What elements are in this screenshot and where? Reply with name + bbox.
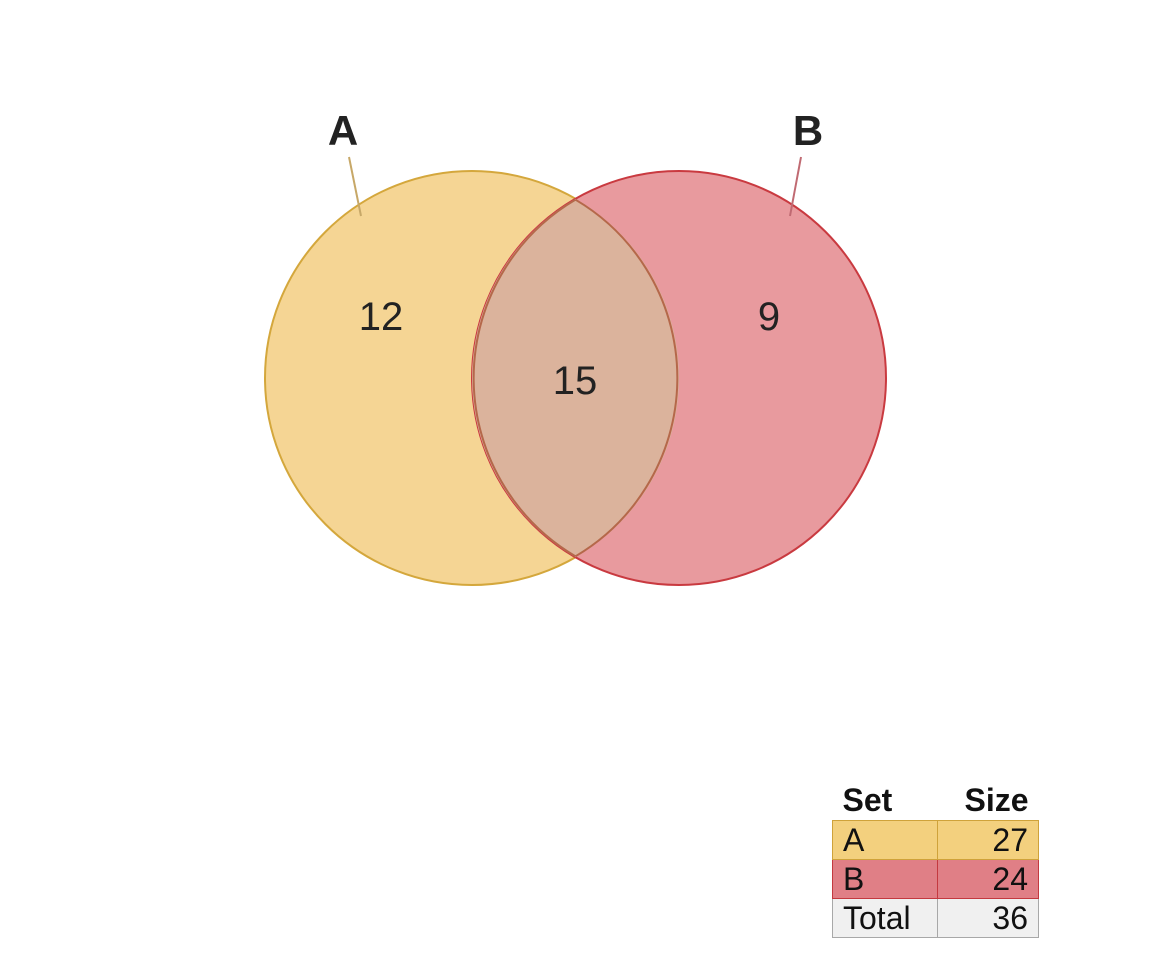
row-set-size: 24	[937, 859, 1039, 899]
table-row: B 24	[832, 859, 1039, 899]
header-size: Size	[964, 781, 1029, 818]
row-set-size: 27	[937, 820, 1039, 860]
intersection-region	[472, 171, 679, 585]
intersection-left-edge	[472, 198, 577, 558]
a-only-count: 12	[359, 295, 404, 339]
intersection-count: 15	[553, 359, 598, 403]
row-set-size: 36	[937, 898, 1039, 938]
set-a-leader-line	[348, 156, 362, 217]
set-b-label: B	[793, 107, 823, 154]
set-a-label: A	[328, 107, 358, 154]
table-header-row: Set Size	[833, 780, 1039, 821]
row-set-name: Total	[832, 898, 938, 938]
row-set-name: A	[832, 820, 938, 860]
header-set: Set	[842, 781, 893, 818]
row-set-name: B	[832, 859, 938, 899]
set-b-leader-line	[789, 156, 802, 217]
intersection-right-edge	[574, 198, 679, 558]
b-only-count: 9	[758, 295, 780, 339]
table-row-total: Total 36	[832, 898, 1039, 938]
set-size-table: Set Size A 27 B 24 Total 36	[832, 780, 1039, 938]
table-row: A 27	[832, 820, 1039, 860]
